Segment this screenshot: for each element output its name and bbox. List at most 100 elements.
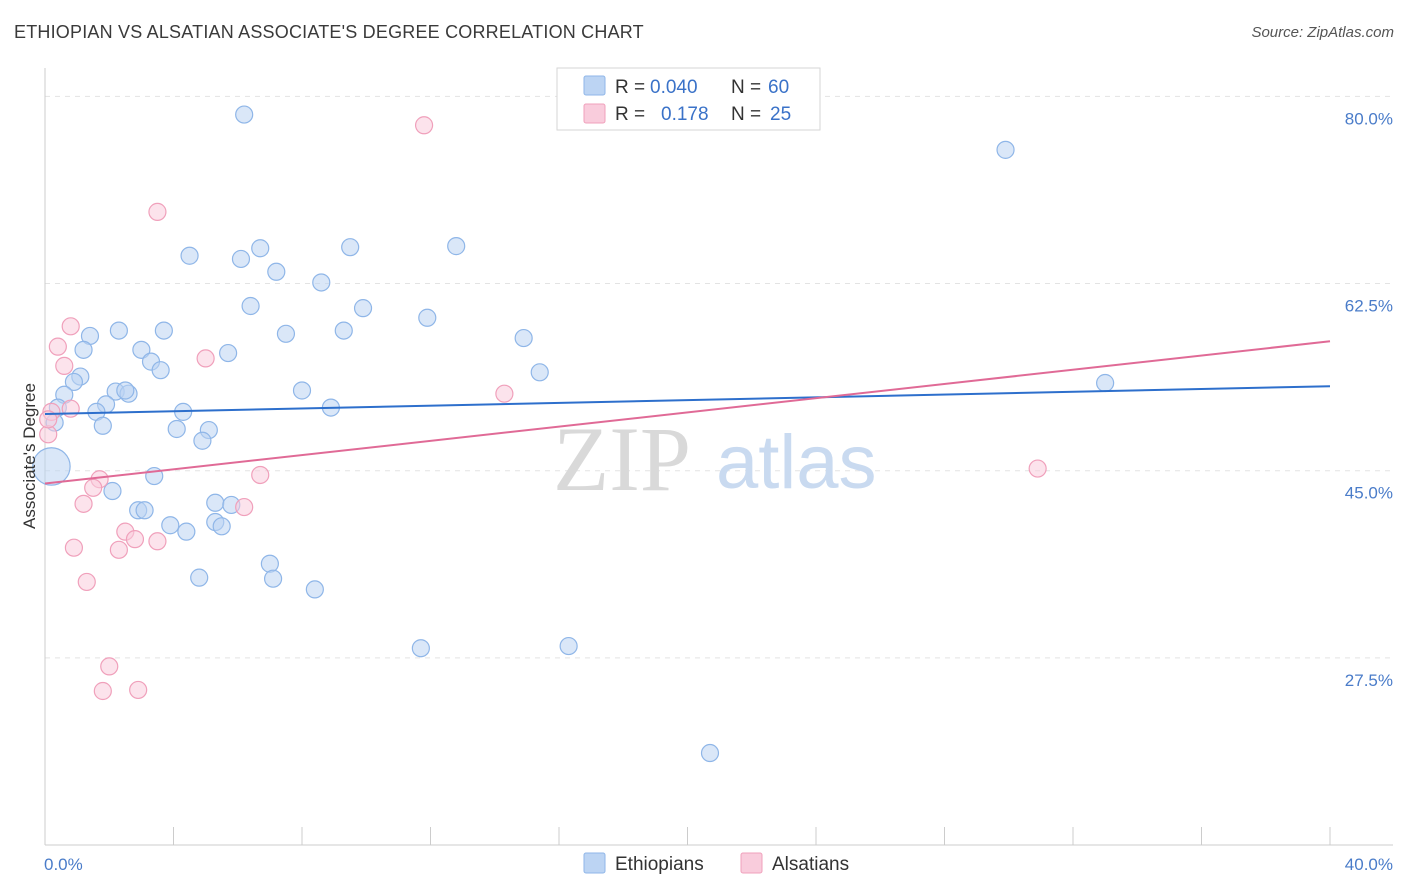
legend-box: R = 0.040 N = 60 R = 0.178 N = 25 bbox=[556, 67, 821, 131]
ethiopians-point-53 bbox=[190, 568, 209, 587]
alsatians-point-20 bbox=[64, 538, 84, 557]
series-legend: Ethiopians Alsatians bbox=[583, 852, 849, 875]
watermark-zip: ZIP bbox=[553, 408, 691, 510]
alsatians-point-24 bbox=[93, 681, 112, 701]
x-tick-label-min: 0.0% bbox=[44, 855, 83, 874]
ethiopians-point-51 bbox=[177, 522, 196, 541]
legend-swatch-alsatians bbox=[583, 103, 606, 124]
y-tick-label-0: 27.5% bbox=[1345, 671, 1393, 690]
ethiopians-point-15 bbox=[276, 324, 296, 343]
y-axis-label: Associate's Degree bbox=[20, 383, 39, 529]
ethiopians-point-4 bbox=[180, 246, 199, 265]
legend-r-value-1: 0.178 bbox=[661, 104, 709, 125]
ethiopians-point-5 bbox=[341, 238, 360, 257]
ethiopians-point-1 bbox=[231, 249, 251, 269]
ethiopians-point-43 bbox=[103, 481, 122, 501]
alsatians-point-3 bbox=[48, 337, 67, 356]
ethiopians-point-37 bbox=[93, 416, 112, 435]
ethiopians-point-26 bbox=[1096, 373, 1115, 393]
ethiopians-point-8 bbox=[312, 273, 331, 292]
data-points bbox=[32, 105, 1115, 763]
legend-r-label-0: R = bbox=[615, 77, 645, 98]
y-tick-label-2: 62.5% bbox=[1345, 297, 1393, 316]
ethiopians-point-27 bbox=[292, 381, 312, 400]
gridlines bbox=[45, 95, 1393, 659]
ethiopians-point-20 bbox=[219, 343, 238, 363]
source-label: Source: ZipAtlas.com bbox=[1251, 24, 1394, 41]
alsatians-point-16 bbox=[235, 497, 254, 517]
ethiopians-point-22 bbox=[151, 361, 170, 380]
y-tick-label-3: 80.0% bbox=[1345, 109, 1393, 128]
alsatians-point-21 bbox=[109, 540, 128, 559]
alsatians-point-13 bbox=[39, 410, 58, 429]
bottom-legend-swatch-alsatians bbox=[740, 852, 763, 874]
ethiopians-point-3 bbox=[267, 262, 286, 281]
legend-swatch-ethiopians bbox=[583, 75, 606, 96]
ethiopians-point-41 bbox=[32, 447, 71, 486]
ethiopians-point-13 bbox=[154, 321, 173, 340]
y-tick-label-1: 45.0% bbox=[1345, 484, 1393, 503]
ethiopians-point-40 bbox=[193, 431, 212, 450]
ethiopians-point-38 bbox=[167, 419, 186, 439]
ethiopians-point-12 bbox=[109, 321, 128, 340]
ethiopians-point-10 bbox=[353, 299, 373, 318]
ethiopians-point-58 bbox=[700, 743, 720, 763]
ethiopians-point-57 bbox=[559, 636, 578, 656]
alsatians-point-1 bbox=[148, 202, 167, 221]
ethiopians-point-50 bbox=[161, 516, 180, 535]
ethiopians-point-55 bbox=[305, 580, 324, 599]
alsatians-point-5 bbox=[55, 356, 74, 375]
alsatians-point-2 bbox=[61, 317, 80, 336]
alsatians-point-6 bbox=[495, 384, 514, 403]
ethiopians-point-0 bbox=[235, 105, 254, 124]
alsatians-point-12 bbox=[84, 478, 103, 497]
alsatians-trend-line bbox=[44, 340, 1331, 485]
ethiopians-point-17 bbox=[514, 328, 533, 348]
ethiopians-point-46 bbox=[135, 501, 154, 520]
ethiopians-point-6 bbox=[447, 237, 466, 256]
ethiopians-point-54 bbox=[263, 569, 283, 588]
ethiopians-point-56 bbox=[411, 639, 430, 658]
alsatians-point-11 bbox=[251, 465, 270, 485]
alsatians-point-19 bbox=[148, 532, 167, 551]
alsatians-point-22 bbox=[77, 572, 96, 592]
ethiopians-point-25 bbox=[530, 363, 549, 382]
alsatians-point-8 bbox=[61, 399, 80, 418]
ethiopians-point-7 bbox=[996, 140, 1015, 159]
ethiopians-point-52 bbox=[260, 554, 279, 573]
ethiopians-trend-line bbox=[44, 385, 1331, 416]
ethiopians-point-24 bbox=[64, 372, 84, 392]
legend-n-value-0: 60 bbox=[768, 77, 789, 98]
ethiopians-point-49 bbox=[212, 517, 231, 536]
legend-n-label-1: N = bbox=[731, 104, 761, 125]
watermark: ZIP atlas bbox=[553, 408, 877, 510]
y-tick-labels: 27.5% 45.0% 62.5% 80.0% bbox=[1345, 109, 1393, 689]
alsatians-point-25 bbox=[129, 680, 148, 700]
alsatians-point-15 bbox=[74, 494, 93, 513]
alsatians-point-18 bbox=[125, 530, 145, 549]
legend-n-label-0: N = bbox=[731, 77, 761, 98]
ethiopians-point-2 bbox=[251, 239, 270, 258]
bottom-legend-label-alsatians: Alsatians bbox=[772, 854, 849, 875]
ethiopians-point-9 bbox=[241, 296, 260, 316]
legend-r-label-1: R = bbox=[615, 104, 645, 125]
alsatians-point-0 bbox=[414, 116, 434, 135]
legend-r-value-0: 0.040 bbox=[650, 77, 698, 98]
alsatians-point-14 bbox=[1028, 459, 1047, 478]
chart-title: ETHIOPIAN VS ALSATIAN ASSOCIATE'S DEGREE… bbox=[14, 22, 644, 42]
alsatians-point-4 bbox=[196, 349, 215, 368]
ethiopians-point-16 bbox=[334, 321, 353, 340]
alsatians-point-23 bbox=[100, 657, 119, 676]
trend-lines bbox=[44, 340, 1331, 485]
bottom-legend-label-ethiopians: Ethiopians bbox=[615, 854, 704, 875]
ethiopians-point-11 bbox=[418, 308, 437, 327]
ethiopians-point-18 bbox=[74, 340, 93, 359]
legend-n-value-1: 25 bbox=[770, 104, 791, 125]
x-tick-label-max: 40.0% bbox=[1345, 855, 1393, 874]
ethiopians-point-19 bbox=[132, 340, 151, 359]
ethiopians-point-59 bbox=[116, 381, 135, 400]
bottom-legend-swatch-ethiopians bbox=[583, 852, 606, 874]
ethiopians-point-44 bbox=[206, 493, 225, 512]
watermark-atlas: atlas bbox=[716, 420, 877, 505]
